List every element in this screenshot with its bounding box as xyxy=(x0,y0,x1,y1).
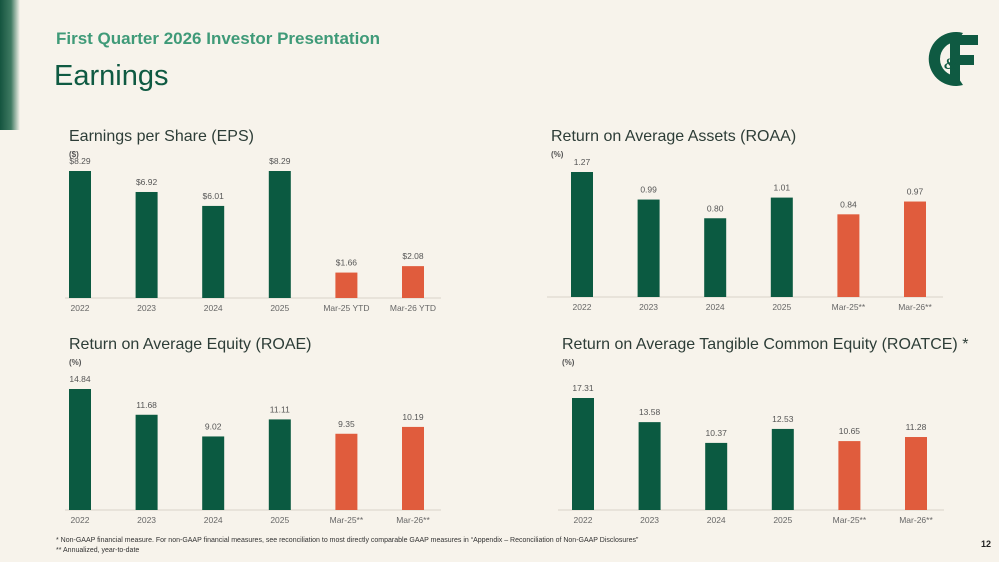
footnote-annualized: ** Annualized, year-to-date xyxy=(56,547,140,554)
tick-label-1: 2023 xyxy=(640,515,659,525)
chart-plot: 17.31 2022 13.58 2023 10.37 2024 12.53 2025 10.6… xyxy=(558,383,944,525)
bar-2 xyxy=(704,218,727,297)
bar-1 xyxy=(637,199,660,297)
bar-2 xyxy=(705,442,728,510)
tick-label-0: 2022 xyxy=(71,303,90,313)
chart-unit: (%) xyxy=(551,150,564,159)
tick-label-0: 2022 xyxy=(574,515,593,525)
data-label-3: 1.01 xyxy=(774,183,791,193)
bar-0 xyxy=(69,171,91,298)
tick-label-0: 2022 xyxy=(573,302,592,312)
svg-text:&: & xyxy=(944,56,957,73)
page-number: 12 xyxy=(981,539,992,549)
tick-label-3: 2025 xyxy=(270,515,289,525)
tick-label-5: Mar-26** xyxy=(899,515,933,525)
bar-4 xyxy=(335,433,358,510)
tick-label-5: Mar-26** xyxy=(898,302,932,312)
chart-title: Earnings per Share (EPS) xyxy=(69,128,254,145)
chart-unit: (%) xyxy=(69,358,82,367)
data-label-2: 0.80 xyxy=(707,203,724,213)
data-label-2: $6.01 xyxy=(203,191,225,201)
bar-3 xyxy=(771,428,794,510)
tick-label-4: Mar-25** xyxy=(833,515,867,525)
decorative-edge xyxy=(0,0,20,130)
tick-label-2: 2024 xyxy=(204,303,223,313)
roaa-chart: Return on Average Assets (ROAA) (%) 1.27… xyxy=(547,128,943,318)
data-label-2: 10.37 xyxy=(706,428,728,438)
bar-1 xyxy=(135,414,158,510)
bar-2 xyxy=(202,436,225,510)
bar-4 xyxy=(335,272,358,298)
tick-label-3: 2025 xyxy=(270,303,289,313)
chart-title: Return on Average Equity (ROAE) xyxy=(69,336,312,353)
data-label-1: 0.99 xyxy=(640,185,657,195)
bar-1 xyxy=(638,422,661,510)
chart-plot: 14.84 2022 11.68 2023 9.02 2024 11.11 2025 9.35 M… xyxy=(65,374,441,525)
bar-3 xyxy=(268,171,291,298)
chart-unit: (%) xyxy=(562,358,575,367)
data-label-1: 11.68 xyxy=(136,400,157,410)
data-label-5: 10.19 xyxy=(402,412,424,422)
tick-label-3: 2025 xyxy=(772,302,791,312)
data-label-3: $8.29 xyxy=(269,156,291,166)
presentation-subtitle: First Quarter 2026 Investor Presentation xyxy=(56,29,381,48)
bar-0 xyxy=(571,172,593,297)
tick-label-1: 2023 xyxy=(137,303,156,313)
data-label-4: 9.35 xyxy=(338,419,355,429)
data-label-0: 14.84 xyxy=(69,374,91,384)
data-label-0: 17.31 xyxy=(572,383,594,393)
tick-label-2: 2024 xyxy=(204,515,223,525)
tick-label-0: 2022 xyxy=(71,515,90,525)
roatce-chart: Return on Average Tangible Common Equity… xyxy=(558,336,968,536)
data-label-1: 13.58 xyxy=(639,407,661,417)
data-label-4: $1.66 xyxy=(336,258,358,268)
tick-label-5: Mar-26** xyxy=(396,515,430,525)
bar-0 xyxy=(572,398,594,510)
data-label-2: 9.02 xyxy=(205,421,222,431)
tick-label-4: Mar-25 YTD xyxy=(323,303,369,313)
bar-5 xyxy=(904,201,926,297)
data-label-3: 12.53 xyxy=(772,414,794,424)
chart-title: Return on Average Assets (ROAA) xyxy=(551,128,797,145)
bar-3 xyxy=(268,419,291,510)
bar-1 xyxy=(135,191,158,298)
data-label-4: 0.84 xyxy=(840,199,857,209)
page-title: Earnings xyxy=(54,60,169,92)
tick-label-5: Mar-26 YTD xyxy=(390,303,436,313)
bar-5 xyxy=(402,266,424,298)
data-label-5: $2.08 xyxy=(402,251,424,261)
bar-2 xyxy=(202,205,225,298)
chart-plot: 1.27 2022 0.99 2023 0.80 2024 1.01 2025 0.84 Mar-… xyxy=(547,157,943,312)
roae-chart: Return on Average Equity (ROAE) (%) 14.8… xyxy=(65,336,449,536)
bar-5 xyxy=(402,426,424,510)
bar-4 xyxy=(837,214,860,297)
tick-label-3: 2025 xyxy=(773,515,792,525)
data-label-3: 11.11 xyxy=(270,404,290,414)
bar-4 xyxy=(838,441,861,510)
data-label-4: 10.65 xyxy=(839,426,861,436)
bar-5 xyxy=(905,437,927,510)
tick-label-1: 2023 xyxy=(639,302,658,312)
eps-chart: Earnings per Share (EPS) ($) $8.29 2022 $6… xyxy=(65,128,449,318)
tick-label-2: 2024 xyxy=(706,302,725,312)
data-label-0: $8.29 xyxy=(69,156,91,166)
chart-unit: ($) xyxy=(69,150,79,159)
chart-title: Return on Average Tangible Common Equity… xyxy=(562,336,969,353)
bar-3 xyxy=(770,197,793,297)
chart-plot: $8.29 2022 $6.92 2023 $6.01 2024 $8.29 2025 $1.6… xyxy=(65,156,441,313)
data-label-5: 11.28 xyxy=(906,422,927,432)
tick-label-2: 2024 xyxy=(707,515,726,525)
bar-0 xyxy=(69,389,91,510)
tick-label-4: Mar-25** xyxy=(832,302,866,312)
tick-label-4: Mar-25** xyxy=(330,515,364,525)
data-label-0: 1.27 xyxy=(574,157,591,167)
footnote-non-gaap: * Non-GAAP financial measure. For non-GA… xyxy=(56,537,639,544)
data-label-5: 0.97 xyxy=(907,187,924,197)
company-logo-icon: & xyxy=(928,31,978,86)
tick-label-1: 2023 xyxy=(137,515,156,525)
data-label-1: $6.92 xyxy=(136,177,158,187)
